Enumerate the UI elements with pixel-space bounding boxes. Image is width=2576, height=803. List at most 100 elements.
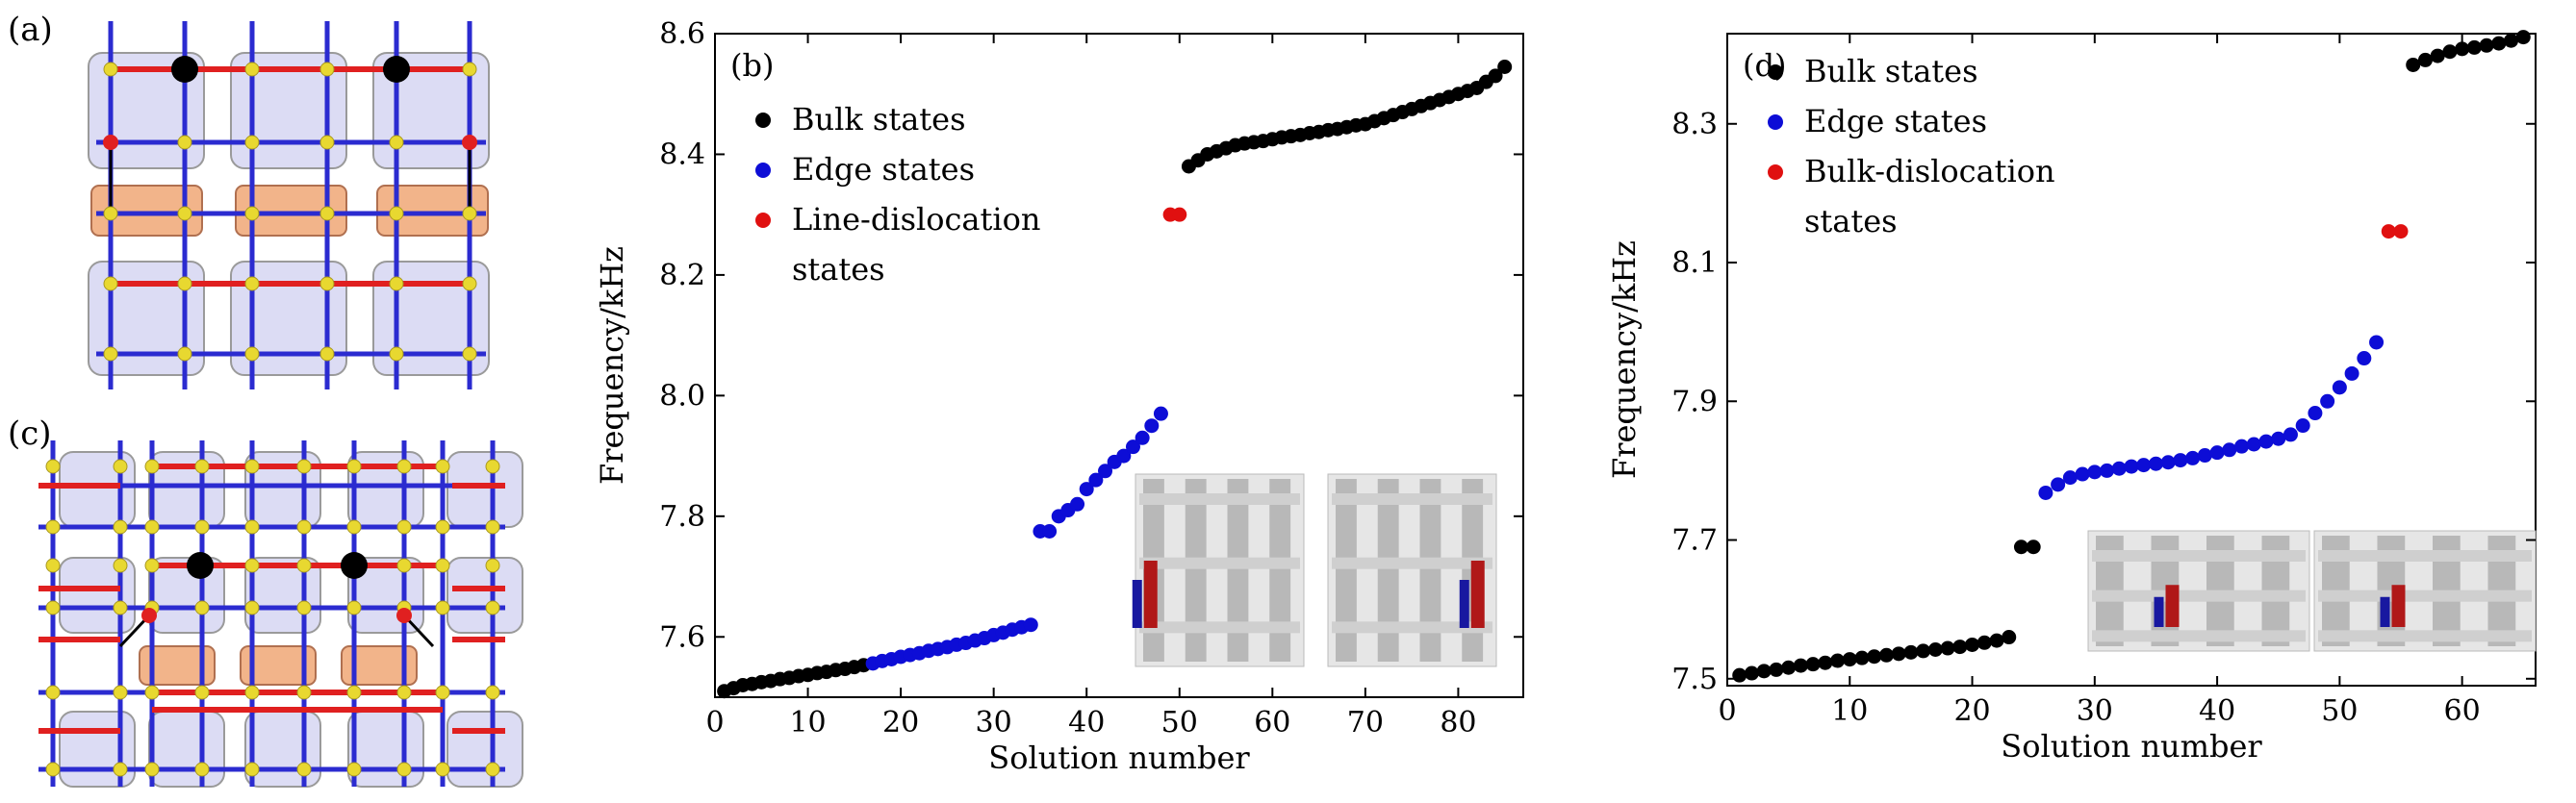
data-point-bulk xyxy=(1878,647,1894,663)
lattice-node xyxy=(113,519,128,535)
lattice-node xyxy=(319,135,335,150)
lattice-node xyxy=(296,558,312,573)
y-tick-label: 7.7 xyxy=(1671,524,1718,558)
inset-slab xyxy=(2092,590,2306,602)
inset-red-mode xyxy=(2391,585,2406,627)
inset-slab xyxy=(1332,621,1492,634)
y-tick-label: 7.6 xyxy=(659,620,705,654)
inset-beam xyxy=(1227,479,1249,662)
x-axis-label: Solution number xyxy=(2001,728,2262,765)
dislocation-node xyxy=(396,608,412,623)
data-point-bulk xyxy=(2442,44,2458,60)
data-point-edge xyxy=(2185,450,2201,465)
lattice-node xyxy=(435,685,450,700)
data-point-bulk xyxy=(2430,48,2445,63)
inset-slab xyxy=(2092,550,2306,562)
data-point-edge xyxy=(2173,453,2188,468)
data-point-bulk xyxy=(1903,644,1919,660)
x-tick-label: 80 xyxy=(1440,706,1476,740)
data-point-dislocation xyxy=(2381,224,2396,239)
lattice-diagram-a xyxy=(88,21,490,389)
data-point-edge xyxy=(1098,464,1113,479)
lattice-node xyxy=(389,135,404,150)
lattice-node xyxy=(462,206,477,221)
data-point-edge xyxy=(1088,472,1104,488)
data-point-edge xyxy=(1135,430,1150,445)
data-point-edge xyxy=(2075,466,2090,482)
y-tick-label: 7.5 xyxy=(1671,663,1718,696)
data-point-edge xyxy=(2051,477,2066,492)
lattice-node xyxy=(103,346,118,362)
dislocation-node xyxy=(103,135,118,150)
inset-red-mode xyxy=(1470,561,1485,628)
plot-frame xyxy=(1726,33,2537,687)
lattice-node xyxy=(346,600,362,615)
lattice-node xyxy=(296,459,312,474)
inset-slab xyxy=(2318,630,2532,642)
lattice-node xyxy=(396,558,412,573)
data-point-edge xyxy=(2124,459,2139,474)
lattice-node xyxy=(389,206,404,221)
lattice-node xyxy=(244,276,260,291)
defect-cell xyxy=(139,645,216,686)
data-point-bulk xyxy=(1842,652,1857,667)
y-tick-label: 8.3 xyxy=(1671,108,1718,141)
data-point-edge xyxy=(2258,434,2274,449)
data-point-edge xyxy=(2246,437,2261,452)
lattice-node xyxy=(103,206,118,221)
lattice-node xyxy=(296,519,312,535)
data-point-edge xyxy=(2197,448,2212,464)
x-tick-label: 50 xyxy=(1161,706,1198,740)
data-point-edge xyxy=(2222,442,2237,458)
y-tick-label: 7.8 xyxy=(659,500,705,534)
data-point-bulk xyxy=(2002,630,2017,645)
unit-cell xyxy=(59,557,136,634)
data-point-bulk xyxy=(1965,637,1980,652)
data-point-edge xyxy=(2160,455,2176,470)
lattice-node xyxy=(194,519,210,535)
chart-d: 0 10 20 30 40 50 60 7.5 7.7 7.9 8.1 8.3 Solution num… xyxy=(1606,30,2537,765)
lattice-node xyxy=(296,685,312,700)
vacancy-node xyxy=(171,56,198,83)
data-point-dislocation xyxy=(2393,224,2409,239)
inset-blue-mode xyxy=(2154,596,2164,627)
data-point-edge xyxy=(2369,335,2385,350)
unit-cell xyxy=(148,711,225,788)
x-tick-label: 40 xyxy=(2199,694,2235,728)
data-point-bulk xyxy=(2013,540,2028,555)
data-point-edge xyxy=(1116,448,1132,464)
data-point-edge xyxy=(2209,445,2225,461)
data-point-edge xyxy=(1070,496,1085,512)
data-point-edge xyxy=(2111,461,2127,476)
data-point-edge xyxy=(2136,458,2152,473)
inset-blue-mode xyxy=(2380,596,2390,627)
data-point-edge xyxy=(2148,456,2163,471)
x-tick-label: 50 xyxy=(2321,694,2358,728)
inset-slab xyxy=(1139,557,1300,569)
data-point-edge xyxy=(2038,485,2053,500)
lattice-node xyxy=(485,558,500,573)
legend-entry: Bulk states xyxy=(792,101,966,138)
defect-cell xyxy=(240,645,317,686)
lattice-node xyxy=(462,276,477,291)
y-tick-label: 8.2 xyxy=(659,259,705,292)
vacancy-node xyxy=(383,56,410,83)
y-tick-label: 8.1 xyxy=(1671,246,1718,280)
lattice-node xyxy=(45,685,61,700)
y-tick-label: 8.4 xyxy=(659,138,705,171)
y-axis-label: Frequency/kHz xyxy=(594,246,630,485)
data-point-bulk xyxy=(1818,655,1833,670)
data-point-edge xyxy=(2283,427,2298,442)
lattice-node xyxy=(485,762,500,777)
unit-cell xyxy=(244,711,321,788)
lattice-node xyxy=(103,62,118,77)
lattice-node xyxy=(244,135,260,150)
x-tick-label: 70 xyxy=(1347,706,1384,740)
lattice-node xyxy=(177,135,192,150)
unit-cell xyxy=(446,711,523,788)
lattice-node xyxy=(435,600,450,615)
x-tick-label: 10 xyxy=(1831,694,1868,728)
lattice-node xyxy=(396,685,412,700)
inset-red-mode xyxy=(1143,561,1158,628)
data-point-edge xyxy=(1023,617,1038,633)
